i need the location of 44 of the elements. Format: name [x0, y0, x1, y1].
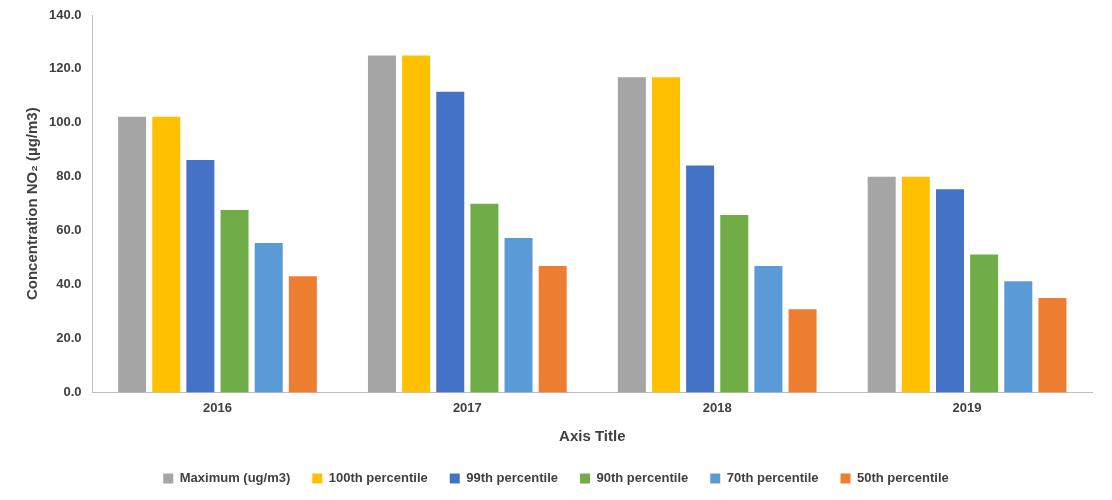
bar — [754, 265, 783, 393]
bar — [470, 203, 499, 393]
bar — [220, 209, 249, 393]
y-tick-label: 120.0 — [48, 60, 82, 76]
legend-label: 99th percentile — [466, 470, 558, 486]
legend-label: 50th percentile — [857, 470, 949, 486]
legend-label: 90th percentile — [596, 470, 689, 486]
bar — [686, 165, 715, 393]
bar — [1004, 281, 1033, 393]
x-tick-label: 2017 — [452, 399, 482, 415]
y-tick-label: 60.0 — [56, 222, 82, 238]
bar — [651, 77, 680, 393]
bar — [970, 254, 999, 393]
x-tick-label: 2018 — [702, 399, 732, 415]
x-axis-title: Axis Title — [559, 427, 626, 445]
legend-label: Maximum (ug/m3) — [179, 470, 291, 486]
bar — [367, 55, 396, 393]
bar — [1038, 298, 1067, 393]
bar — [152, 116, 181, 393]
bar — [504, 237, 533, 393]
y-tick-label: 40.0 — [56, 276, 82, 292]
bar — [186, 160, 215, 393]
x-tick-label: 2016 — [203, 399, 232, 415]
y-tick-label: 20.0 — [56, 330, 82, 346]
bar — [402, 55, 431, 393]
bar — [436, 91, 465, 393]
bar — [935, 189, 964, 393]
bar — [788, 309, 817, 393]
y-axis-title: Concentration NO₂ (µg/m3) — [23, 107, 41, 301]
bar — [901, 176, 930, 393]
bar — [720, 215, 749, 393]
x-tick-label: 2019 — [952, 399, 982, 415]
legend-label: 70th percentile — [726, 470, 819, 486]
y-tick-label: 100.0 — [48, 114, 82, 130]
y-tick-label: 0.0 — [63, 383, 82, 399]
bar — [288, 276, 317, 393]
bar — [867, 176, 896, 393]
legend-label: 100th percentile — [328, 470, 428, 486]
bar — [254, 243, 283, 393]
bar — [118, 116, 147, 393]
y-tick-label: 140.0 — [48, 6, 82, 22]
bar — [538, 265, 567, 393]
y-tick-label: 80.0 — [56, 168, 82, 184]
bar — [617, 77, 646, 393]
